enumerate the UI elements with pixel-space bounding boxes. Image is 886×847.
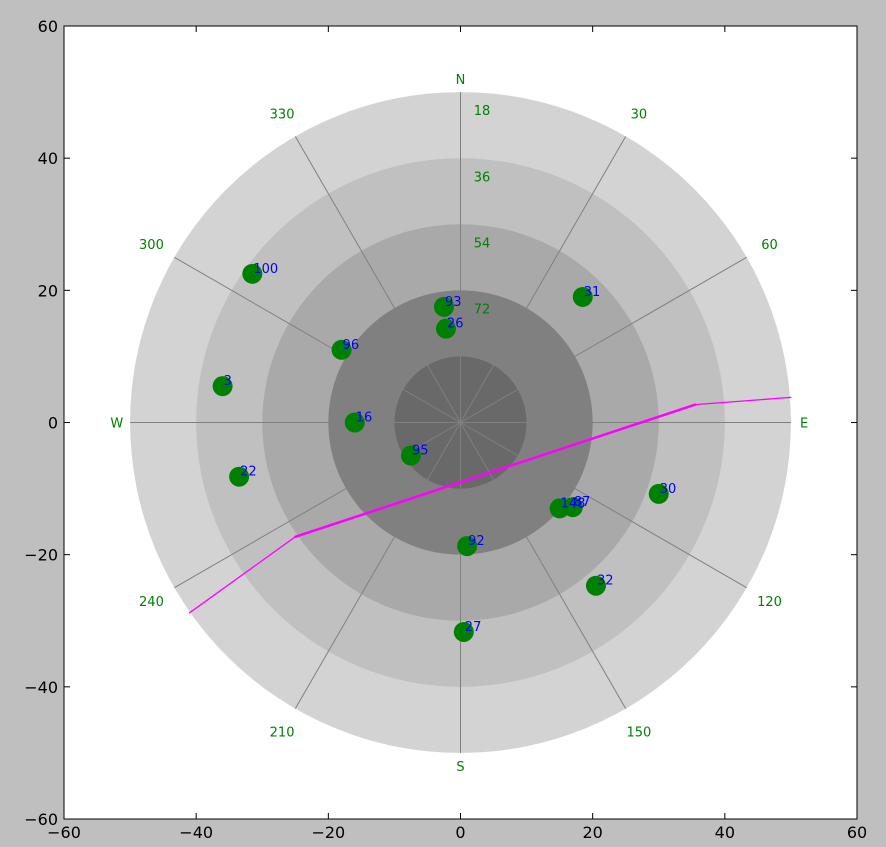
azimuth-spokes — [130, 92, 791, 753]
satellite-marker — [331, 339, 352, 360]
y-tick-label: −60 — [24, 810, 58, 829]
azimuth-label: N — [456, 73, 466, 88]
satellite-marker — [344, 412, 365, 433]
azimuth-label: 30 — [631, 107, 648, 122]
x-tick-label: 20 — [582, 823, 602, 842]
satellite-marker — [400, 445, 421, 466]
satellite-marker — [453, 621, 474, 642]
elevation-ring-label: 72 — [474, 302, 491, 317]
elevation-ring-labels: 18 36 54 72 — [474, 104, 491, 317]
elevation-ring-label: 36 — [474, 170, 491, 185]
satellite-marker — [229, 466, 250, 487]
satellite-marker — [435, 318, 456, 339]
satellite-label: 87 — [574, 495, 591, 510]
azimuth-label: 210 — [270, 726, 295, 741]
satellite-marker — [648, 483, 669, 504]
track-segment — [188, 536, 296, 614]
axis-ticks: −60 −40 −20 0 20 40 60 −60 −40 −20 0 20 40 60 — [24, 17, 867, 842]
azimuth-label: 60 — [761, 238, 778, 253]
y-tick-label: 40 — [38, 149, 58, 168]
satellite-marker — [457, 536, 478, 557]
y-tick-label: −40 — [24, 678, 58, 697]
azimuth-spoke — [294, 136, 461, 423]
satellite-marker — [572, 286, 593, 307]
satellite-marker — [585, 575, 606, 596]
satellite-marker — [242, 263, 263, 284]
azimuth-spoke — [460, 422, 627, 709]
elevation-ring-label: 18 — [474, 104, 491, 119]
satellite-markers — [212, 263, 669, 642]
azimuth-label: 240 — [139, 595, 164, 610]
x-tick-label: −40 — [179, 823, 213, 842]
elevation-ring-label: 54 — [474, 236, 491, 251]
satellite-label: 93 — [445, 295, 462, 310]
y-tick-label: 60 — [38, 17, 58, 36]
azimuth-label: 330 — [270, 107, 295, 122]
azimuth-spoke — [460, 422, 747, 589]
satellite-label: 92 — [468, 534, 485, 549]
satellite-label: 100 — [253, 262, 278, 277]
satellite-label: 22 — [240, 465, 257, 480]
satellite-marker — [433, 296, 454, 317]
satellite-label: 30 — [660, 482, 677, 497]
azimuth-spoke — [460, 136, 627, 423]
track-segment — [694, 396, 792, 406]
satellite-label: 96 — [343, 338, 360, 353]
satellite-label: 31 — [584, 285, 601, 300]
azimuth-label: 300 — [139, 238, 164, 253]
x-tick-label: 0 — [455, 823, 465, 842]
satellite-marker — [562, 497, 583, 518]
x-tick-label: −60 — [47, 823, 81, 842]
azimuth-label: W — [110, 417, 123, 432]
x-tick-label: 40 — [715, 823, 735, 842]
azimuth-label: 150 — [627, 726, 652, 741]
azimuth-label: 120 — [757, 595, 782, 610]
azimuth-label: E — [800, 417, 808, 432]
satellite-marker — [212, 376, 233, 397]
track-segment — [294, 403, 697, 539]
satellite-label: 26 — [447, 317, 464, 332]
x-tick-label: 60 — [847, 823, 867, 842]
satellite-track — [188, 396, 792, 614]
azimuth-label: S — [456, 760, 464, 775]
y-tick-label: 20 — [38, 281, 58, 300]
satellite-label: 3 — [224, 374, 232, 389]
satellite-label: 32 — [597, 574, 614, 589]
y-tick-label: −20 — [24, 546, 58, 565]
satellite-label: 27 — [465, 620, 482, 635]
azimuth-spoke — [460, 256, 747, 423]
x-tick-label: −20 — [311, 823, 345, 842]
satellite-label: 95 — [412, 444, 429, 459]
satellite-label: 148 — [561, 496, 586, 511]
azimuth-spoke — [174, 256, 461, 423]
azimuth-spoke — [294, 422, 461, 709]
satellite-label: 16 — [356, 411, 373, 426]
y-tick-label: 0 — [48, 414, 58, 433]
